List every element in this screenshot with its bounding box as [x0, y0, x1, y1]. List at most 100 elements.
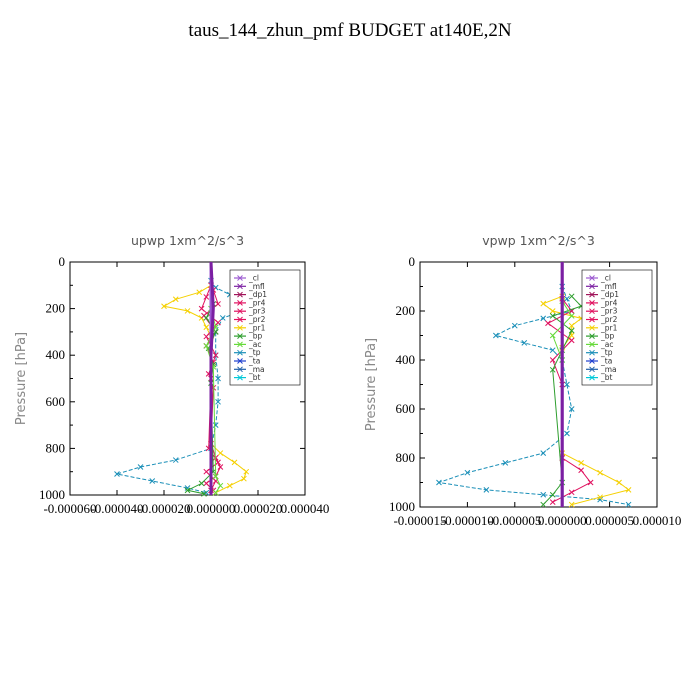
plot2-ytick-label: 0	[409, 254, 416, 269]
plot1-point-ac-b	[212, 324, 219, 331]
plot1-point-pr4-b	[215, 319, 221, 326]
plot2-legend-label: _pr1	[600, 323, 618, 332]
plot1-point-tp-b	[149, 478, 156, 484]
plot1-legend-box	[229, 269, 301, 386]
plot1-point-pr1-b	[243, 468, 250, 475]
plot2-point-pr1-b	[597, 494, 603, 501]
plot2-point-bp-b	[549, 366, 556, 373]
plot2-ytick-label: 600	[396, 401, 416, 416]
plot2-legend-marker-b	[589, 275, 595, 281]
plot2-legend-label: _ma	[600, 365, 617, 374]
plot2-legend-marker-b	[589, 349, 595, 356]
plot1-legend-marker-b	[237, 374, 243, 381]
plot2-point-tp-b	[521, 339, 528, 346]
plot2-point-pr1-b	[540, 300, 547, 307]
plot2-point-tp-b	[597, 496, 603, 503]
plot1-xtick-label: 0.000020	[234, 501, 283, 516]
plot2-xtick-label: 0.000005	[585, 513, 634, 528]
plot1-point-pr1-b	[196, 289, 203, 296]
plot2-xtick-label: -0.000015	[393, 513, 446, 528]
plot2-legend-marker-b	[589, 316, 595, 323]
plot2-point-tp-b	[502, 460, 509, 466]
plot1-point-bp-b	[203, 315, 210, 321]
plot2-legend-marker-b	[589, 300, 595, 306]
plot1-point-pr4-b	[212, 352, 219, 359]
plot1-xtick-label: 0.000040	[281, 501, 330, 516]
plot1-point-pr1-b	[231, 459, 238, 466]
plot2-legend-marker-b	[589, 283, 595, 290]
plot1-ytick-label: 400	[46, 347, 66, 362]
plot2-point-pr1-b	[549, 308, 556, 314]
plot1-legend-marker-b	[237, 300, 243, 306]
plot1-point-pr1-b	[161, 303, 167, 310]
plot2-point-tp-b	[564, 430, 570, 437]
plot1-point-pr3-b	[215, 459, 221, 466]
plot1-point-tp-b	[172, 457, 179, 463]
plot1-point-ac-b	[203, 343, 210, 349]
plot1-legend-label: _bp	[248, 332, 263, 341]
plot1-point-pr4-b	[203, 333, 210, 340]
plot2-point-tp-b	[568, 406, 575, 412]
plot2-legend-label: _bt	[600, 373, 613, 382]
plot1-point-pr1-b	[217, 450, 224, 456]
plot2-legend-marker-b	[589, 333, 595, 339]
plot2-point-pr4-b	[578, 467, 585, 474]
plot2-point-tp-b	[625, 501, 632, 508]
plot1-series-mfl	[209, 261, 215, 495]
plot2-point-tp-b	[511, 322, 518, 329]
plot2-legend-marker-b	[589, 308, 595, 315]
plot2-xtick-label: -0.000005	[488, 513, 541, 528]
plot2-point-tp-b	[464, 469, 471, 476]
plot1-legend-label: _ta	[248, 357, 260, 366]
plot2-point-tp-b	[540, 491, 547, 498]
plot1-point-tp-b	[114, 471, 120, 477]
plot1-point-ac-b	[212, 473, 219, 480]
plot1-xtick-label: -0.000040	[90, 501, 143, 516]
plot2-title: vpwp 1xm^2/s^3	[482, 233, 595, 248]
plot1-xtick-label: -0.000060	[43, 501, 96, 516]
plot2-point-pr4-b	[549, 357, 556, 363]
plot2-legend-marker-b	[589, 291, 595, 298]
plot1-ytick-label: 600	[46, 394, 66, 409]
plot1-point-pr1-b	[226, 482, 233, 489]
plot1-xtick-label: -0.000020	[137, 501, 190, 516]
plot1-point-pr3-b	[203, 468, 210, 475]
plot2-series-tp	[438, 286, 629, 506]
plot1-legend-label: _tp	[248, 348, 261, 357]
plot2-point-pr4-b	[568, 337, 575, 344]
plot2-point-tp-b	[564, 381, 570, 388]
plot2-point-pr1-b	[597, 469, 603, 476]
plot2-legend-label: _mfl	[600, 282, 617, 291]
plot1-point-pr4-b	[203, 480, 210, 487]
plot2-legend-marker-b	[589, 358, 595, 364]
plot1-xtick-label: 0.000000	[187, 501, 236, 516]
plot1-point-bp-b	[184, 487, 191, 494]
plot1-legend-marker-b	[237, 358, 243, 364]
plot2-xtick-label: 0.000010	[633, 513, 682, 528]
plot2-point-pr1-b	[616, 479, 622, 486]
plot2-legend-label: _pr3	[600, 307, 618, 316]
plot1-legend-label: _pr2	[248, 315, 266, 324]
plot2-point-pr4-b	[545, 320, 551, 327]
plot2-point-pr4-b	[587, 479, 594, 486]
plot1-point-pr1-b	[241, 475, 247, 482]
plot2-legend-marker-b	[589, 324, 595, 331]
plot2-legend-label: _pr2	[600, 315, 618, 324]
plot1-ytick-label: 1000	[39, 487, 65, 502]
plot1-point-tp-b	[215, 375, 221, 382]
plot1-legend-label: _pr4	[248, 298, 266, 307]
plot2-point-pr4-b	[568, 489, 575, 496]
plot2-xtick-label: 0.000000	[538, 513, 587, 528]
plot1-legend-marker-b	[237, 324, 243, 331]
plot2-legend-label: _pr4	[600, 298, 618, 307]
plot1-legend-label: _mfl	[248, 282, 265, 291]
plot1-point-pr1-b	[172, 296, 179, 303]
plot2-ylabel: Pressure [hPa]	[364, 338, 379, 431]
plot2-ytick-label: 1000	[389, 499, 415, 514]
plot2-point-bp-b	[549, 491, 556, 498]
plot2-xtick-label: -0.000010	[441, 513, 494, 528]
plot1-point-pr3-b	[215, 301, 221, 307]
plot2-legend-label: _ta	[600, 357, 612, 366]
plot2-legend-marker-b	[589, 366, 595, 373]
